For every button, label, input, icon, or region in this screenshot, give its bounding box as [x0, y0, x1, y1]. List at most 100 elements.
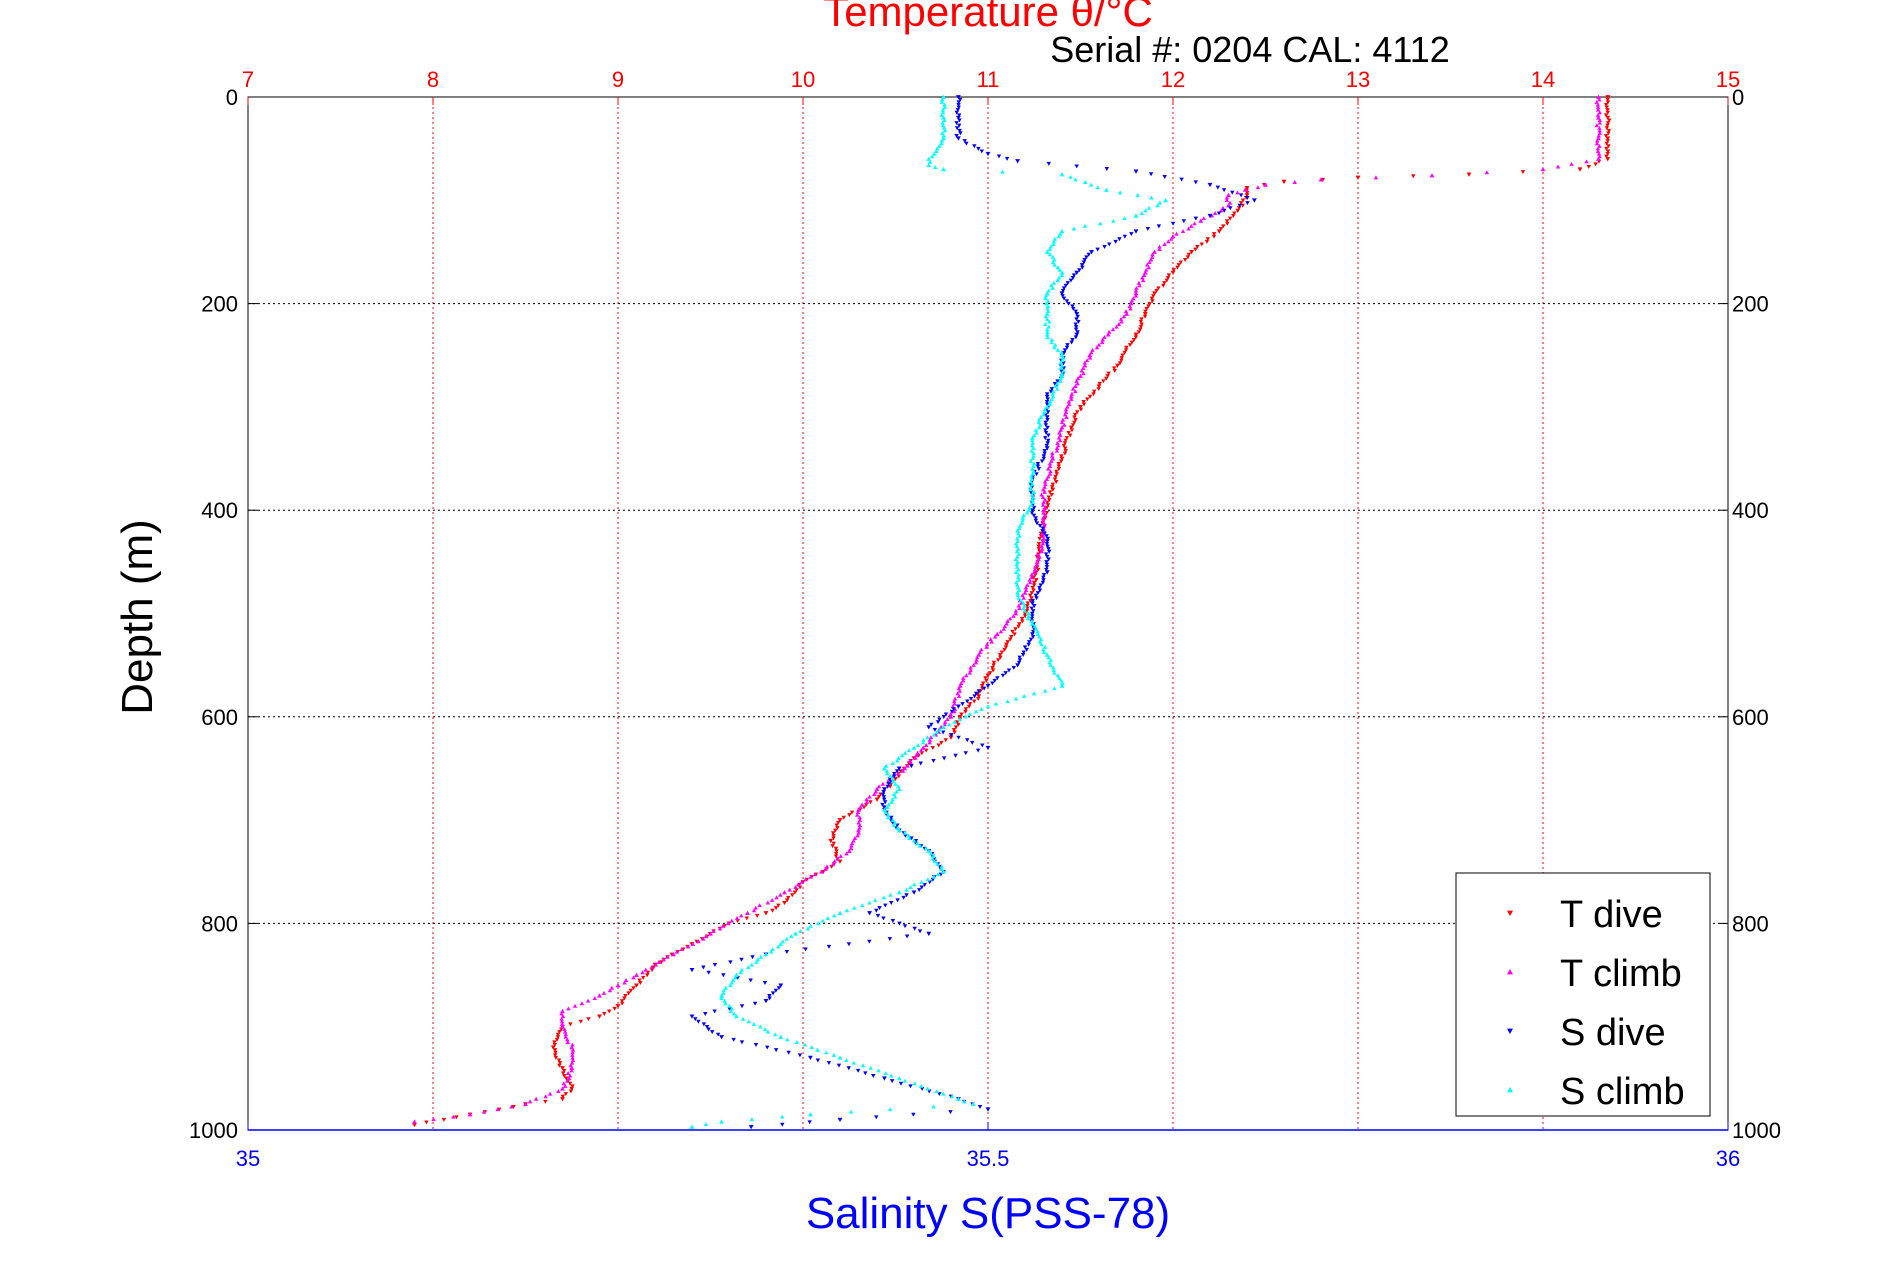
data-point [1133, 229, 1139, 234]
data-point [1606, 128, 1612, 133]
data-point [934, 149, 939, 153]
data-point [1145, 226, 1151, 231]
data-point [1143, 208, 1148, 213]
data-point [941, 133, 946, 138]
data-point [860, 1063, 866, 1068]
data-point [1062, 451, 1068, 456]
data-point [1045, 334, 1050, 339]
data-point [956, 693, 962, 698]
data-point [665, 954, 670, 959]
data-point [1594, 123, 1599, 128]
data-point [1046, 433, 1051, 438]
data-point [1068, 174, 1073, 179]
data-point [911, 745, 917, 750]
data-point [941, 1091, 946, 1096]
data-point [937, 1092, 942, 1097]
data-point [1061, 368, 1066, 373]
data-point [980, 743, 985, 748]
data-point [1022, 590, 1028, 595]
data-point [753, 905, 758, 910]
data-point [888, 779, 894, 784]
data-point [1605, 157, 1611, 162]
data-point [1040, 580, 1046, 585]
data-point [784, 898, 790, 903]
data-point [1605, 97, 1610, 102]
data-point [808, 1112, 813, 1117]
data-point [735, 919, 740, 924]
data-point [1031, 513, 1037, 518]
data-point [985, 704, 991, 709]
data-point [903, 833, 908, 838]
data-point [1043, 688, 1048, 693]
data-point [704, 1024, 710, 1029]
data-point [903, 750, 908, 755]
depth-tick-label: 800 [201, 911, 238, 936]
data-point [1015, 159, 1020, 164]
data-point [1053, 384, 1058, 388]
data-point [1030, 621, 1035, 626]
data-point [1013, 569, 1019, 574]
data-point [1193, 247, 1198, 252]
data-point [1141, 272, 1147, 277]
data-point [1198, 218, 1204, 223]
data-point [883, 903, 888, 908]
data-point [1044, 567, 1049, 572]
data-point [1047, 252, 1053, 257]
data-point [1043, 552, 1049, 557]
data-point [1026, 611, 1031, 616]
data-point [888, 1107, 893, 1112]
data-point [734, 916, 740, 920]
data-point [1016, 624, 1021, 629]
data-point [1065, 343, 1070, 348]
data-point [900, 753, 905, 758]
data-point [1211, 234, 1217, 239]
data-point [940, 110, 946, 115]
data-point [1007, 616, 1013, 621]
data-point [894, 758, 900, 763]
data-point [1597, 143, 1602, 148]
data-point [957, 118, 962, 123]
data-point [565, 1039, 570, 1044]
data-point [739, 913, 744, 918]
data-point [1053, 474, 1058, 479]
data-point [894, 769, 900, 774]
data-point [932, 151, 937, 156]
data-point [1043, 420, 1048, 425]
data-point [890, 779, 896, 784]
data-point [656, 959, 662, 964]
data-point [1133, 332, 1139, 337]
data-point [1021, 513, 1026, 518]
data-point [943, 712, 949, 717]
data-point [1216, 211, 1222, 216]
data-point [1029, 575, 1034, 580]
data-point [876, 795, 882, 800]
data-point [1049, 485, 1055, 490]
data-point [939, 866, 944, 871]
data-point [954, 121, 959, 126]
data-point [1043, 482, 1048, 487]
data-point [1039, 549, 1044, 554]
data-point [1605, 108, 1610, 113]
salinity-tick-label: 36 [1716, 1146, 1740, 1171]
data-point [1146, 304, 1151, 309]
data-point [1245, 201, 1250, 206]
data-point [919, 748, 924, 753]
data-point [739, 957, 744, 962]
data-point [1180, 229, 1186, 234]
data-point [1226, 192, 1231, 198]
data-point [1605, 139, 1610, 144]
data-point [1036, 425, 1042, 430]
data-point [622, 996, 627, 1001]
data-point [1252, 198, 1257, 203]
data-point [967, 670, 972, 675]
data-point [957, 688, 962, 693]
data-point [1029, 591, 1035, 596]
data-point [808, 923, 813, 928]
data-point [622, 980, 627, 985]
data-point [1046, 324, 1051, 329]
depth-tick-label-right: 600 [1732, 705, 1769, 730]
data-point [1155, 203, 1160, 208]
data-point [929, 851, 934, 856]
data-point [864, 797, 869, 802]
data-point [1017, 523, 1023, 528]
